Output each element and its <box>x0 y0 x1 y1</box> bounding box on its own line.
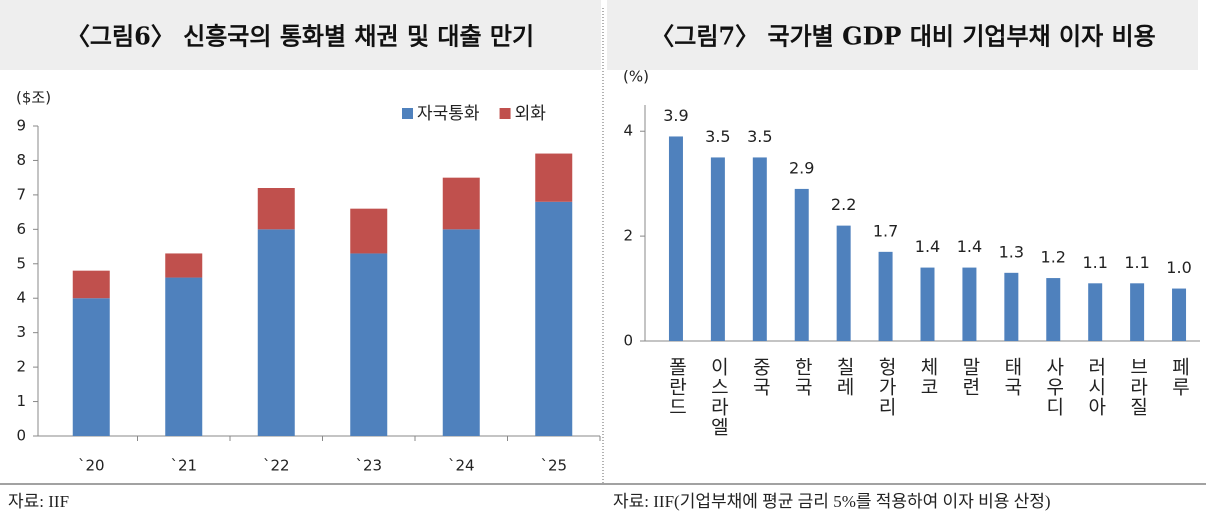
title-band <box>0 0 601 70</box>
bar <box>836 225 851 341</box>
value-label: 1.1 <box>1124 253 1149 272</box>
bar <box>1088 283 1103 341</box>
bar <box>1004 272 1019 341</box>
bar-segment <box>535 153 573 202</box>
value-label: 1.1 <box>1082 253 1107 272</box>
x-tick-label: `20 <box>78 457 105 475</box>
y-tick-label: 2 <box>16 358 26 376</box>
legend-label: 외화 <box>515 104 547 124</box>
source: 자료: IIF <box>8 492 69 511</box>
x-tick-label: `24 <box>448 457 475 475</box>
value-label: 3.9 <box>663 106 688 125</box>
legend-swatch <box>402 108 413 119</box>
y-tick-label: 2 <box>623 227 633 245</box>
bar <box>794 188 809 341</box>
y-tick-label: 0 <box>16 427 26 445</box>
y-tick-label: 4 <box>623 122 633 140</box>
y-tick-label: 3 <box>16 323 26 341</box>
x-tick-label: `22 <box>263 457 290 475</box>
bar <box>710 157 725 341</box>
x-tick-label: 러시아 <box>1085 357 1107 417</box>
bar <box>878 251 893 341</box>
x-tick-label: `25 <box>540 457 567 475</box>
x-tick-label: 브라질 <box>1127 357 1149 417</box>
x-tick-label: 중국 <box>749 357 771 397</box>
bar <box>668 136 683 341</box>
bar <box>920 267 935 341</box>
bar-segment <box>350 208 388 254</box>
x-tick-label: 페루 <box>1169 357 1191 397</box>
bar <box>752 157 767 341</box>
bar-segment <box>535 201 573 436</box>
bar <box>962 267 977 341</box>
bar-segment <box>350 253 388 436</box>
x-tick-label: 한국 <box>791 357 813 397</box>
value-label: 1.0 <box>1166 258 1191 277</box>
chart-title: 〈그림7〉 국가별 GDP 대비 기업부채 이자 비용 <box>650 22 1155 51</box>
bar <box>1172 288 1187 341</box>
value-label: 1.3 <box>999 242 1024 261</box>
y-tick-label: 4 <box>16 289 26 307</box>
y-tick-label: 8 <box>16 151 26 169</box>
value-label: 3.5 <box>705 127 730 146</box>
title-band <box>607 0 1198 70</box>
bar-segment <box>442 229 480 436</box>
bar-segment <box>72 270 110 299</box>
y-tick-label: 9 <box>16 117 26 135</box>
x-tick-label: 헝가리 <box>875 357 897 417</box>
x-tick-label: 체코 <box>917 357 939 397</box>
bar <box>1130 283 1145 341</box>
x-tick-label: 칠레 <box>833 357 855 397</box>
bar-segment <box>442 177 480 230</box>
value-label: 1.2 <box>1041 248 1066 267</box>
legend-swatch <box>499 108 511 119</box>
y-tick-label: 1 <box>16 392 26 410</box>
y-tick-label: 6 <box>16 220 26 238</box>
x-tick-label: 폴란드 <box>665 357 687 417</box>
value-label: 1.4 <box>957 237 982 256</box>
source: 자료: IIF(기업부채에 평균 금리 5%를 적용하여 이자 비용 산정) <box>613 492 1051 511</box>
value-label: 3.5 <box>747 127 772 146</box>
x-tick-label: 이스라엘 <box>707 357 729 437</box>
value-label: 1.4 <box>915 237 940 256</box>
x-tick-label: `23 <box>355 457 382 475</box>
bar-segment <box>72 298 110 436</box>
value-label: 2.2 <box>831 195 856 214</box>
x-tick-label: 말련 <box>959 357 981 397</box>
bar-segment <box>257 188 295 230</box>
bar <box>1046 278 1061 341</box>
y-tick-label: 7 <box>16 185 26 203</box>
x-tick-label: 사우디 <box>1043 357 1065 417</box>
legend-label: 자국통화 <box>417 104 480 124</box>
bar-segment <box>257 229 295 436</box>
y-axis-label: (%) <box>623 68 649 86</box>
y-tick-label: 0 <box>623 332 633 350</box>
value-label: 1.7 <box>873 221 898 240</box>
chart-title: 〈그림6〉 신흥국의 통화별 채권 및 대출 만기 <box>66 22 534 51</box>
bar-segment <box>165 277 203 436</box>
value-label: 2.9 <box>789 158 814 177</box>
y-tick-label: 5 <box>16 254 26 272</box>
x-tick-label: 태국 <box>1001 357 1023 397</box>
bar-segment <box>165 253 203 278</box>
x-tick-label: `21 <box>170 457 197 475</box>
y-axis-label: ($조) <box>16 89 51 107</box>
